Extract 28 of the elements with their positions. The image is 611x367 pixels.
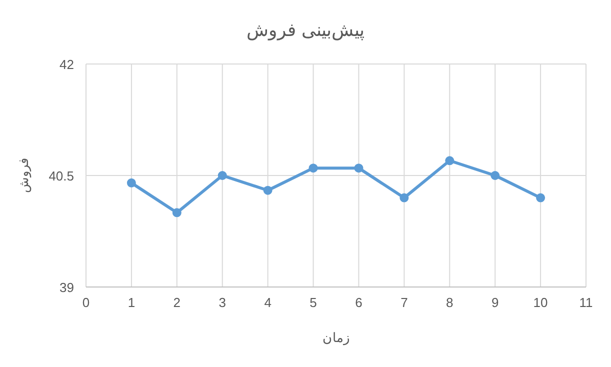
x-tick-label: 9 <box>491 295 499 310</box>
x-tick-label: 6 <box>355 295 362 310</box>
x-axis-title: زمان <box>322 330 350 346</box>
point <box>308 164 318 173</box>
x-tick-label: 10 <box>533 295 548 310</box>
x-tick-label: 5 <box>310 295 317 310</box>
x-tick-label: 8 <box>446 295 454 310</box>
y-axis-title: فروش <box>16 158 32 193</box>
point <box>445 156 454 166</box>
y-tick-label: 42 <box>60 57 74 72</box>
point <box>126 178 136 188</box>
x-tick-label: 7 <box>400 295 408 310</box>
y-tick-label: 40.5 <box>48 168 74 184</box>
point <box>218 171 227 180</box>
x-tick-label: 0 <box>82 295 90 310</box>
x-tick-label: 1 <box>128 295 136 310</box>
y-tick-label: 39 <box>60 280 74 295</box>
chart-title: پیش‌بینی فروش <box>246 20 365 41</box>
x-tick-label: 2 <box>173 295 181 310</box>
x-tick-label: 3 <box>218 295 226 310</box>
x-tick-label: 4 <box>264 295 272 310</box>
point <box>490 171 500 180</box>
point <box>536 193 546 202</box>
point <box>263 186 272 195</box>
x-tick-label: 11 <box>579 295 593 310</box>
point <box>354 164 364 173</box>
point <box>400 193 409 202</box>
point <box>172 208 182 218</box>
